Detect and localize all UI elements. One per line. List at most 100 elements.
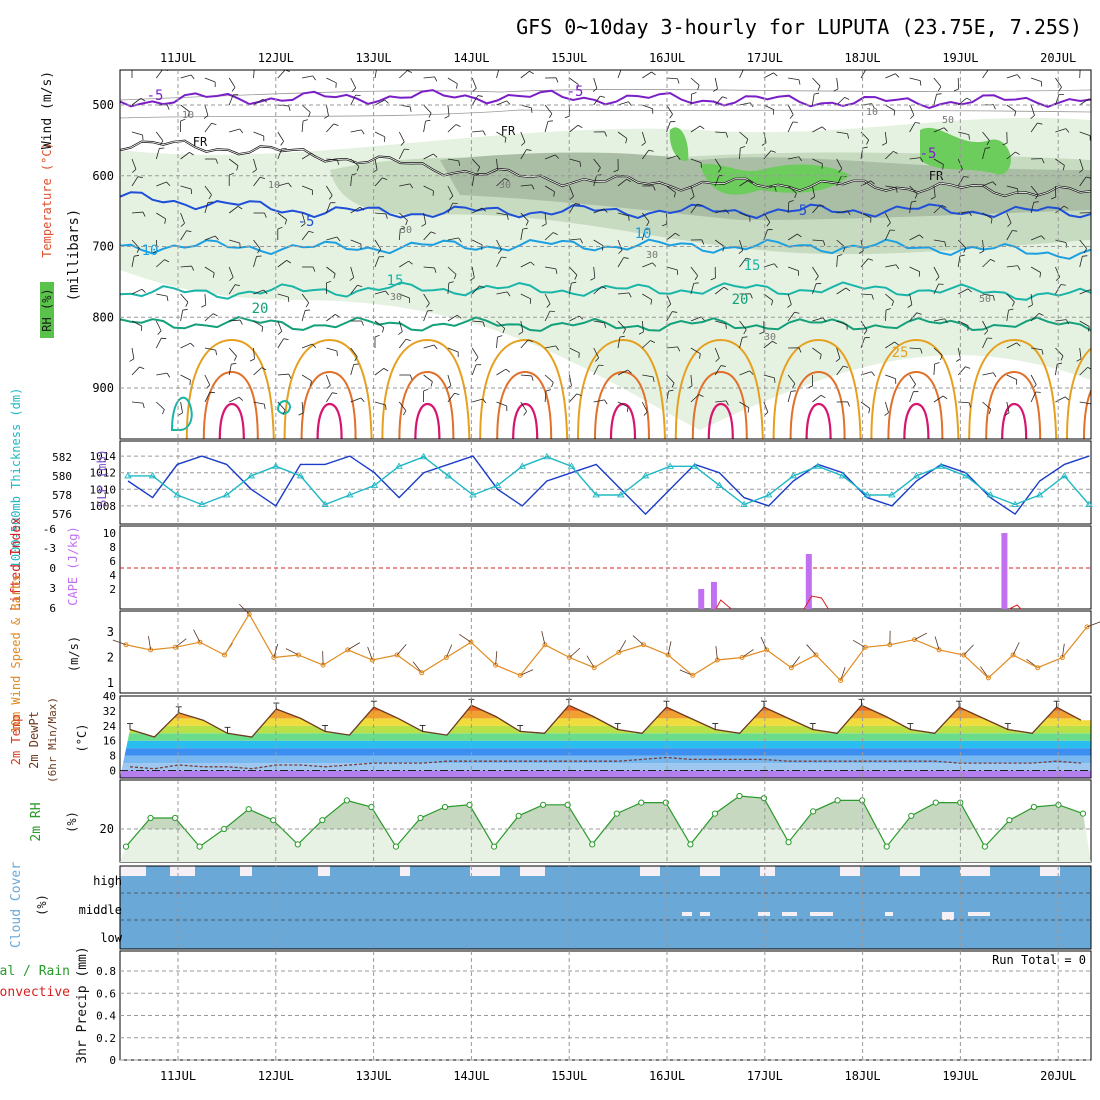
wind-barb-10m: [934, 636, 940, 650]
wind-barb: [957, 347, 961, 359]
wind-barb-flag: [867, 68, 872, 69]
wind-barb-flag: [377, 249, 382, 254]
wind-barb: [885, 185, 897, 189]
rh-point: [466, 801, 473, 808]
wind-barb: [739, 401, 750, 409]
wind-barb: [885, 104, 896, 111]
wind-barb: [593, 399, 605, 403]
wind-barb: [374, 131, 386, 138]
wind-barb: [642, 104, 653, 110]
wind-barb: [909, 391, 914, 403]
wind-barb-flag: [157, 330, 162, 335]
wind-barb: [1079, 239, 1087, 249]
wind-barb-10m: [239, 603, 250, 615]
wind-barb: [909, 374, 916, 385]
wind-barb-flag: [308, 230, 314, 233]
wind-speed-point: [468, 639, 474, 645]
wind-barb-flag: [1011, 301, 1015, 307]
wind-barb-flag: [944, 241, 947, 247]
wind-barb: [909, 266, 920, 273]
wind-barb: [957, 176, 965, 187]
wind-barb: [398, 148, 405, 160]
wind-barb-flag: [797, 233, 802, 238]
wind-barb: [836, 287, 847, 295]
wind-barb-flag: [277, 226, 283, 230]
cloud-gap-middle: [810, 912, 833, 916]
wind-barb: [398, 131, 405, 142]
wind-barb: [958, 320, 969, 327]
wind-barb-flag: [894, 341, 899, 346]
cloud-gap-middle: [682, 912, 692, 916]
wind-barb: [933, 239, 945, 243]
wind-barb-flag: [166, 181, 171, 187]
wind-barb: [277, 373, 289, 376]
wind-barb-10m: [679, 669, 693, 676]
wind-barb: [933, 158, 944, 165]
wind-barb-flag: [555, 77, 559, 83]
wind-barb-flag: [1008, 308, 1014, 311]
wind-barb: [1055, 158, 1065, 166]
wind-barb: [374, 320, 385, 328]
temperature-contour: [120, 316, 1091, 332]
wind-barb: [204, 77, 216, 83]
wind-barb-flag: [652, 262, 657, 267]
wind-barb-10m: [1086, 621, 1100, 628]
wind-barb-flag: [231, 362, 237, 365]
wind-barb-flag: [673, 192, 676, 198]
wind-barb-flag: [761, 142, 767, 146]
wind-barb: [471, 347, 479, 358]
wind-barb: [1079, 131, 1091, 136]
slp-tick-label: 1012: [90, 467, 117, 480]
wind-barb: [617, 178, 627, 187]
wind-barb-flag: [1055, 276, 1060, 281]
wind-barb: [1079, 347, 1082, 359]
wind-barb: [787, 374, 796, 384]
wind-barb: [228, 94, 234, 106]
wind-barb: [350, 206, 361, 214]
wind-barb: [326, 266, 336, 274]
wind-barb-flag: [740, 146, 746, 149]
wind-barb: [131, 401, 143, 404]
wind-barb: [180, 342, 191, 349]
wind-barb: [374, 212, 386, 215]
temperature-contour: [120, 281, 1091, 301]
wind-barb: [496, 100, 507, 106]
wind-barb-flag: [448, 281, 454, 284]
wind-barb-flag: [458, 237, 462, 243]
wind-barb: [617, 101, 629, 106]
wind-barb: [666, 346, 678, 349]
wind-barb: [593, 158, 601, 168]
temp-cell-35: [316, 402, 343, 439]
wind-barb: [544, 154, 556, 160]
wind-barb-flag: [745, 257, 751, 260]
wind-barb: [253, 158, 257, 170]
wind-barb: [471, 364, 477, 376]
temp-cell-35: [512, 402, 539, 439]
contour-label: 15: [744, 258, 761, 274]
wind-barb: [204, 313, 214, 322]
wind-barb-10m: [396, 644, 407, 656]
wind-barb: [496, 178, 505, 187]
wind-barb-flag: [547, 120, 553, 122]
cape-bar: [805, 554, 812, 609]
wind-speed-point: [1035, 665, 1041, 671]
wind-barb-flag: [261, 367, 267, 371]
wind-barb-flag: [474, 173, 480, 176]
dewpoint-line: [129, 756, 1082, 770]
rh-point: [638, 799, 645, 806]
minmax-marker: [1004, 723, 1011, 730]
wind-barb: [641, 320, 644, 332]
wind-barb-flag: [526, 149, 532, 151]
wind-barb-flag: [1065, 319, 1070, 325]
wind-barb-10m: [285, 648, 299, 656]
wind-speed-point: [443, 655, 449, 660]
thickness-tick-label: 576: [52, 508, 72, 521]
wind-barb: [666, 232, 676, 241]
wind-barb-flag: [263, 404, 266, 410]
temperature-contour: [120, 191, 1091, 220]
minmax-marker: [517, 724, 524, 732]
wind-barb: [787, 201, 790, 214]
minmax-marker: [761, 700, 767, 708]
wind-barb: [690, 266, 698, 276]
wind-barb: [374, 368, 385, 376]
